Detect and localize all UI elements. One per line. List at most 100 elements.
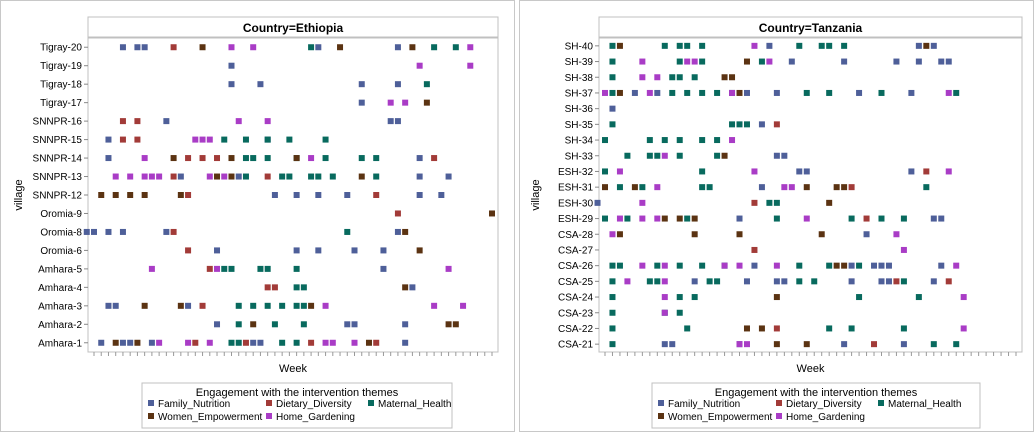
data-point (930, 278, 937, 285)
y-tick-label: CSA-22 (558, 324, 593, 335)
data-point (706, 184, 713, 191)
y-tick-label: CSA-28 (558, 230, 593, 241)
data-point (609, 231, 616, 238)
y-tick-label: SH-37 (565, 88, 594, 99)
plot-area (598, 37, 1023, 353)
data-point (416, 62, 423, 69)
data-point (105, 136, 112, 143)
data-point (766, 42, 773, 49)
data-point (293, 155, 300, 162)
data-point (639, 58, 646, 65)
data-point (758, 325, 765, 332)
data-point (199, 155, 206, 162)
data-point (639, 262, 646, 269)
data-point (699, 168, 706, 175)
data-point (885, 278, 892, 285)
y-tick-label: CSA-25 (558, 277, 593, 288)
data-point (841, 184, 848, 191)
data-point (329, 173, 336, 180)
data-point (119, 118, 126, 125)
data-point (848, 262, 855, 269)
data-point (684, 42, 691, 49)
data-point (602, 184, 608, 191)
data-point (214, 321, 221, 328)
data-point (654, 278, 661, 285)
y-tick-label: SNNPR-14 (33, 154, 83, 165)
data-point (878, 215, 885, 222)
data-point (788, 58, 795, 65)
data-point (402, 99, 409, 106)
data-point (878, 278, 885, 285)
data-point (661, 278, 668, 285)
y-tick-label: SH-36 (565, 104, 594, 115)
data-point (609, 341, 616, 348)
data-point (271, 284, 278, 291)
data-point (264, 155, 271, 162)
data-point (170, 155, 177, 162)
data-point (242, 155, 249, 162)
data-point (826, 42, 833, 49)
data-point (878, 262, 885, 269)
data-point (344, 321, 351, 328)
data-point (214, 155, 221, 162)
data-point (781, 184, 788, 191)
legend-swatch (266, 400, 272, 406)
data-point (250, 302, 257, 309)
data-point (639, 215, 646, 222)
data-point (609, 262, 616, 269)
data-point (624, 215, 631, 222)
data-point (156, 173, 163, 180)
data-point (624, 152, 631, 159)
data-point (409, 44, 416, 51)
data-point (646, 89, 653, 96)
data-point (141, 302, 148, 309)
data-point (609, 278, 616, 285)
data-point (676, 294, 683, 301)
data-point (214, 173, 221, 180)
data-point (235, 321, 242, 328)
data-point (684, 58, 691, 65)
data-point (714, 278, 721, 285)
data-point (467, 62, 474, 69)
legend-title: Engagement with the intervention themes (715, 387, 918, 399)
data-point (661, 309, 668, 316)
data-point (300, 284, 307, 291)
data-point (177, 192, 184, 198)
data-point (214, 247, 221, 254)
data-point (691, 215, 698, 222)
data-point (863, 231, 870, 238)
data-point (699, 137, 706, 144)
legend-swatch (776, 413, 782, 419)
data-point (185, 155, 192, 162)
data-point (923, 168, 930, 175)
data-point (235, 302, 242, 309)
y-axis-label: village (13, 179, 25, 210)
y-tick-label: ESH-32 (558, 167, 593, 178)
data-point (416, 192, 423, 198)
data-point (228, 44, 235, 51)
data-point (743, 121, 750, 128)
data-point (773, 199, 780, 206)
data-point (293, 339, 300, 346)
data-point (445, 173, 452, 180)
data-point (766, 58, 773, 65)
data-point (206, 136, 213, 143)
data-point (691, 231, 698, 238)
data-point (402, 339, 409, 346)
data-point (923, 42, 930, 49)
y-tick-label: SH-34 (565, 136, 594, 147)
data-point (871, 341, 878, 348)
data-point (192, 136, 199, 143)
data-point (431, 44, 438, 51)
data-point (228, 81, 235, 88)
data-point (893, 231, 900, 238)
data-point (676, 152, 683, 159)
data-markers (594, 42, 967, 348)
data-point (112, 339, 119, 346)
data-point (286, 173, 293, 180)
data-point (134, 136, 141, 143)
data-point (264, 302, 271, 309)
data-point (841, 262, 848, 269)
y-tick-label: Amhara-3 (38, 301, 82, 312)
data-point (119, 136, 126, 143)
